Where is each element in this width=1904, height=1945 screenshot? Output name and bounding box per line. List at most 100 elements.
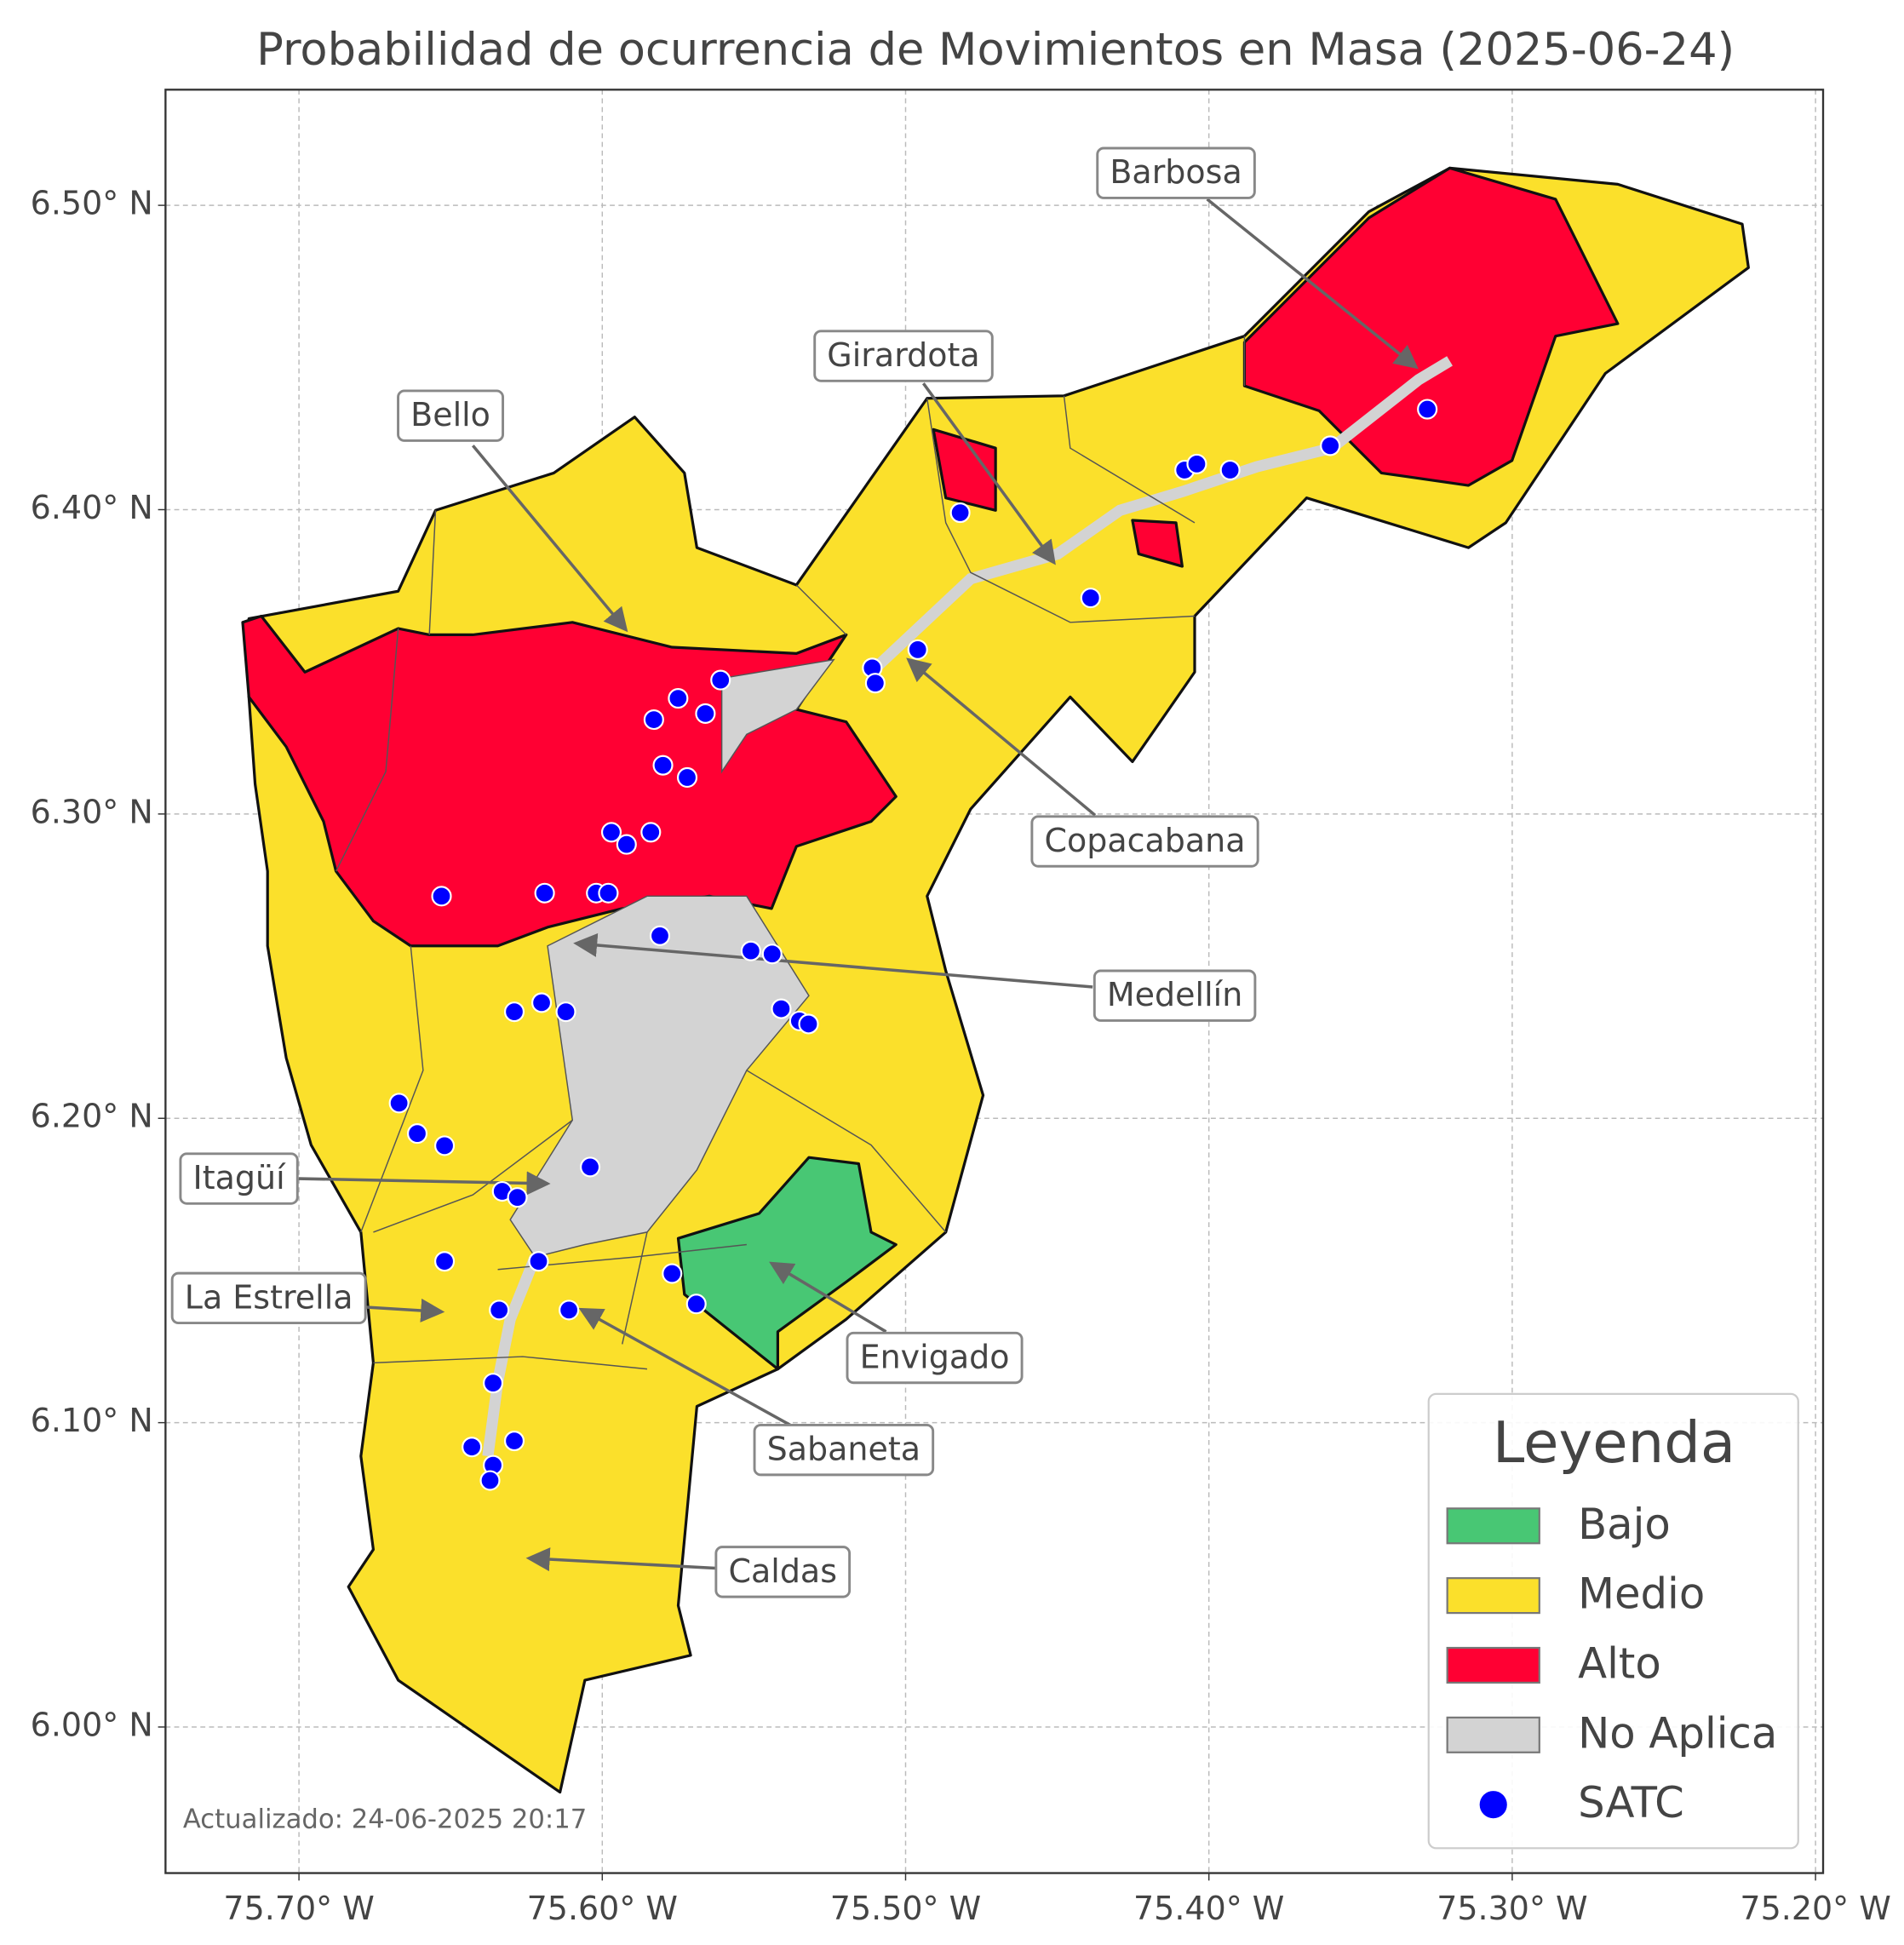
satc-point <box>434 1251 456 1272</box>
satc-point <box>1186 453 1207 474</box>
annotation-arrow <box>769 1261 887 1334</box>
annotations: Barbosa Girardota Bello Copacabana Medellín I… <box>170 146 1419 1598</box>
satc-point <box>949 502 971 524</box>
plot-frame <box>164 89 1825 1874</box>
axis-ticks: 75.70° W 75.60° W 75.50° W 75.40° W 75.30° W… <box>31 185 1891 1927</box>
satc-points <box>388 399 1438 1491</box>
annotation-box <box>1093 969 1257 1022</box>
annotation-label: Bello <box>410 396 490 433</box>
satc-point <box>761 944 783 965</box>
annotation-label: Caldas <box>728 1552 837 1590</box>
y-tick-label: 6.20° N <box>31 1098 153 1135</box>
satc-point <box>1080 588 1101 609</box>
alto-region <box>932 427 997 512</box>
annotation-arrow <box>525 1547 716 1572</box>
satc-point <box>388 1093 410 1114</box>
annotation-label: Girardota <box>827 336 979 374</box>
y-tick-label: 6.00° N <box>31 1707 153 1744</box>
x-tick-label: 75.30° W <box>1437 1890 1587 1927</box>
annotation-arrow <box>921 382 1056 565</box>
annotation-box <box>1030 815 1259 868</box>
annotation-box <box>397 389 505 442</box>
annotation-label: Copacabana <box>1044 822 1245 859</box>
annotation-label: Envigado <box>860 1338 1010 1375</box>
legend-swatch <box>1446 1577 1540 1615</box>
legend-swatch <box>1446 1507 1540 1545</box>
annotation-label: Barbosa <box>1110 153 1242 191</box>
annotation-box <box>1096 146 1256 199</box>
legend-label: Bajo <box>1578 1500 1671 1549</box>
legend-marker <box>1479 1791 1507 1819</box>
satc-point <box>643 709 664 731</box>
satc-point <box>531 992 553 1013</box>
satc-point <box>598 882 619 904</box>
annotation-arrow <box>360 1298 445 1322</box>
annotation-arrow <box>471 445 628 633</box>
municipal-border <box>335 336 1246 1370</box>
satc-point <box>710 669 731 691</box>
annotation-arrow <box>906 657 1097 817</box>
satc-point <box>507 1187 528 1208</box>
y-tick-label: 6.30° N <box>31 793 153 830</box>
annotation-arrow <box>1206 198 1419 370</box>
satc-point <box>434 1135 456 1156</box>
annotation-arrow <box>573 932 1093 989</box>
y-tick-label: 6.50° N <box>31 185 153 222</box>
annotation-box <box>714 1546 852 1598</box>
no-aplica-corridor <box>482 1254 541 1457</box>
satc-point <box>600 822 622 843</box>
legend-label: SATC <box>1578 1778 1684 1827</box>
alto-region <box>1242 166 1620 487</box>
satc-point <box>559 1300 580 1321</box>
satc-point <box>616 834 637 855</box>
x-tick-label: 75.70° W <box>223 1890 374 1927</box>
satc-point <box>864 673 886 694</box>
satc-point <box>740 940 761 961</box>
satc-point <box>771 998 792 1019</box>
legend-label: No Aplica <box>1578 1708 1777 1758</box>
legend-swatch <box>1446 1716 1540 1753</box>
satc-point <box>503 1431 525 1452</box>
satc-point <box>685 1294 707 1315</box>
updated-note: Actualizado: 24-06-2025 20:17 <box>183 1805 587 1835</box>
no-aplica-region <box>720 658 835 774</box>
satc-point <box>695 703 716 724</box>
satc-point <box>907 639 928 660</box>
annotation-arrow <box>578 1307 791 1426</box>
annotation-box <box>846 1331 1024 1385</box>
satc-point <box>431 886 452 907</box>
annotation-label: Sabaneta <box>767 1431 920 1468</box>
annotation-label: Itagüí <box>193 1159 287 1196</box>
satc-point <box>649 925 671 946</box>
legend: Leyenda Bajo Medio Alto No Aplica SATC <box>1427 1392 1799 1850</box>
map-title: Probabilidad de ocurrencia de Movimiento… <box>256 24 1735 76</box>
annotation-label: La Estrella <box>185 1278 353 1316</box>
satc-point <box>483 1373 504 1394</box>
annotation-box <box>179 1152 299 1205</box>
satc-point <box>528 1251 549 1272</box>
x-tick-label: 75.20° W <box>1740 1890 1890 1927</box>
x-tick-label: 75.40° W <box>1133 1890 1284 1927</box>
satc-point <box>462 1437 483 1458</box>
satc-point <box>534 882 555 904</box>
satc-point <box>555 1001 576 1023</box>
satc-point <box>640 822 662 843</box>
x-tick-label: 75.60° W <box>527 1890 678 1927</box>
alto-region <box>1131 519 1184 568</box>
annotation-box <box>170 1271 367 1325</box>
legend-swatch <box>1446 1646 1540 1684</box>
legend-title: Leyenda <box>1493 1409 1735 1476</box>
legend-label: Medio <box>1578 1569 1705 1619</box>
annotation-box <box>753 1423 935 1477</box>
satc-point <box>798 1013 819 1035</box>
satc-point <box>1219 459 1241 481</box>
satc-point <box>1417 399 1438 420</box>
satc-point <box>479 1470 501 1491</box>
satc-point <box>579 1156 601 1178</box>
satc-point <box>668 688 689 709</box>
satc-point <box>676 766 698 789</box>
y-tick-label: 6.40° N <box>31 489 153 526</box>
satc-point <box>652 754 674 776</box>
annotation-box <box>813 330 994 382</box>
